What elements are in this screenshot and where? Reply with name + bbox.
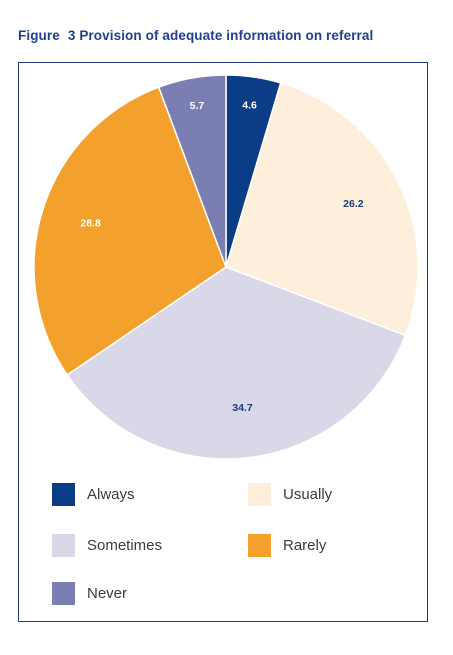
pie-slice-usually xyxy=(225,82,419,337)
figure-title-text: Provision of adequate information on ref… xyxy=(79,28,374,43)
pie-slice-never xyxy=(157,74,227,268)
data-label-never: 5.7 xyxy=(190,100,205,112)
legend-label-always: Always xyxy=(87,486,135,503)
legend-item-rarely: Rarely xyxy=(248,534,326,557)
data-label-rarely: 28.8 xyxy=(80,218,101,230)
legend-item-sometimes: Sometimes xyxy=(52,534,162,557)
data-label-always: 4.6 xyxy=(242,99,257,111)
legend-label-sometimes: Sometimes xyxy=(87,537,163,554)
legend-item-always: Always xyxy=(52,483,135,506)
legend-item-never: Never xyxy=(52,582,127,605)
legend-label-rarely: Rarely xyxy=(283,537,327,554)
pie-slice-rarely xyxy=(33,86,227,376)
figure-number: 3 xyxy=(67,28,76,43)
pie-slice-sometimes xyxy=(66,266,407,460)
data-label-sometimes: 34.7 xyxy=(232,402,253,414)
chart-frame: 4.6 26.2 34.7 28.8 5.7 Always Usually Someti… xyxy=(18,62,428,622)
figure-title: Figure 3 Provision of adequate informatio… xyxy=(18,28,373,43)
legend-label-never: Never xyxy=(87,585,128,602)
legend-label-usually: Usually xyxy=(283,486,333,503)
pie-chart: 4.6 26.2 34.7 28.8 5.7 xyxy=(33,74,419,460)
figure-prefix: Figure xyxy=(18,28,60,43)
legend-item-usually: Usually xyxy=(248,483,332,506)
data-label-usually: 26.2 xyxy=(343,198,364,210)
legend-swatch-never xyxy=(52,582,75,605)
legend-swatch-rarely xyxy=(248,534,271,557)
legend-swatch-sometimes xyxy=(52,534,75,557)
legend-swatch-always xyxy=(52,483,75,506)
legend-swatch-usually xyxy=(248,483,271,506)
